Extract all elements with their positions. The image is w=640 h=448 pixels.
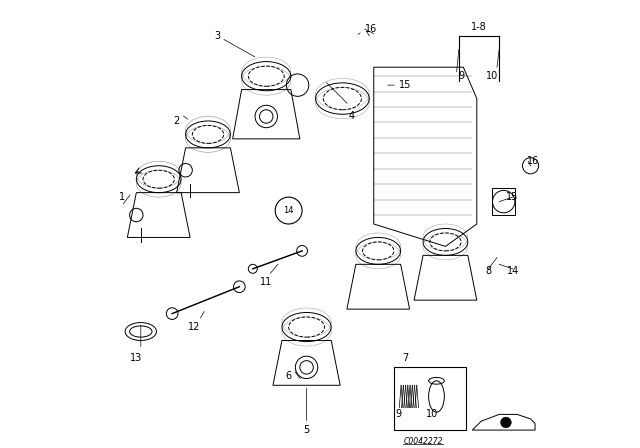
Text: 16: 16 xyxy=(527,156,539,166)
Text: 11: 11 xyxy=(260,277,273,287)
Text: 3: 3 xyxy=(214,31,220,41)
Circle shape xyxy=(297,246,307,256)
Text: 5: 5 xyxy=(303,425,310,435)
Text: 9: 9 xyxy=(396,409,401,419)
Text: 10: 10 xyxy=(426,409,438,419)
Text: 16: 16 xyxy=(365,24,378,34)
Text: 6: 6 xyxy=(285,371,292,381)
Text: 7: 7 xyxy=(402,353,408,363)
Circle shape xyxy=(234,281,245,293)
Circle shape xyxy=(166,308,178,319)
Text: 14: 14 xyxy=(284,206,294,215)
Text: C0042272: C0042272 xyxy=(403,437,443,446)
Text: 9: 9 xyxy=(458,71,464,81)
Text: 2: 2 xyxy=(173,116,180,126)
Text: 1: 1 xyxy=(118,192,125,202)
Text: 4: 4 xyxy=(348,112,355,121)
Text: 14: 14 xyxy=(506,266,519,276)
Text: 1-8: 1-8 xyxy=(471,22,487,32)
Bar xyxy=(493,188,515,215)
Text: 15: 15 xyxy=(506,192,519,202)
Text: 8: 8 xyxy=(485,266,492,276)
Text: 10: 10 xyxy=(486,71,499,81)
Text: 12: 12 xyxy=(188,322,201,332)
Circle shape xyxy=(248,264,257,273)
Text: 13: 13 xyxy=(130,353,143,363)
Text: 15: 15 xyxy=(399,80,412,90)
Bar xyxy=(394,367,466,430)
Circle shape xyxy=(500,417,511,428)
